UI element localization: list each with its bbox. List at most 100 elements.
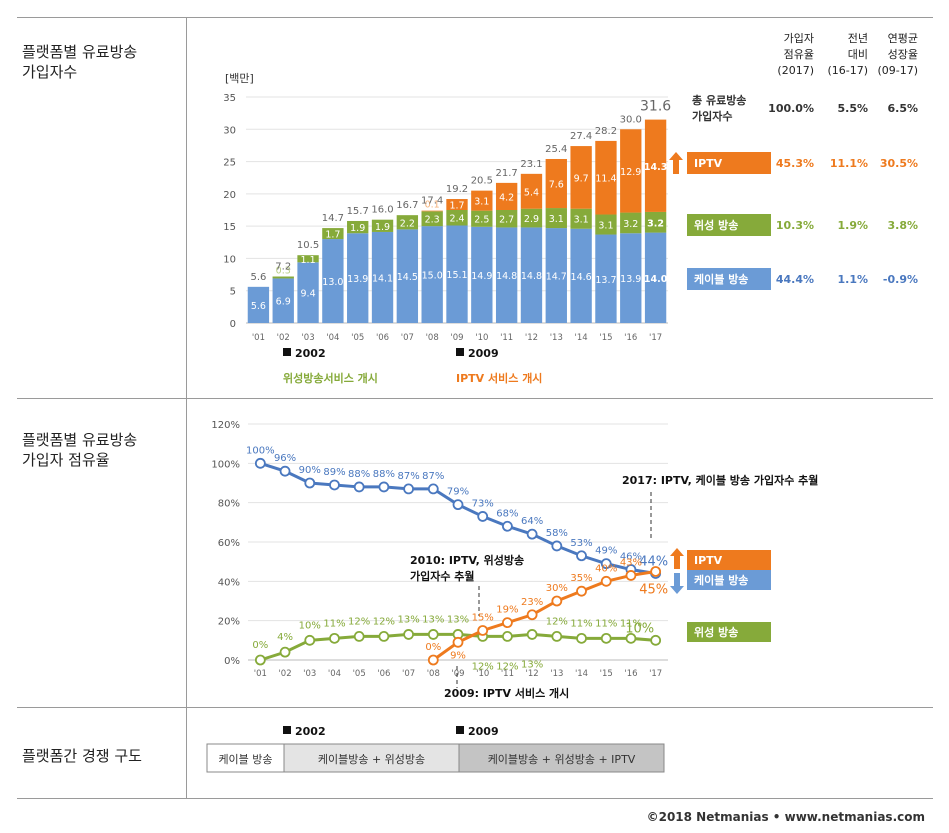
bar-value-label: 6.9 (276, 297, 291, 308)
unit-label: [백만] (225, 72, 254, 85)
bar-segment (545, 228, 567, 323)
bar-segment (644, 211, 667, 233)
bar-value-label: 3.1 (474, 197, 489, 208)
x-tick-label: '13 (550, 333, 563, 343)
bar-value-label: 7.6 (549, 180, 564, 191)
data-point (403, 629, 414, 640)
bar-segment (644, 119, 667, 212)
bar-value-label: 14.5 (397, 272, 418, 283)
x-tick-label: '12 (525, 333, 538, 343)
competition-structure: 2002 2009 케이블 방송 케이블방송 + 위성방송 케이블방송 + 위성방송 +… (206, 725, 665, 773)
bar-value-label: 2.9 (524, 214, 539, 225)
point-value-label: 49% (595, 546, 617, 557)
bar-value-label: 5.6 (251, 301, 266, 312)
row-label-subscribers: 플랫폼별 유료방송 가입자수 (22, 42, 137, 82)
x-tick-label: '17 (649, 669, 662, 679)
data-point (576, 550, 587, 562)
point-value-label: 13% (397, 614, 419, 625)
bar-segment (570, 228, 592, 323)
bar-value-label: 2.3 (425, 215, 440, 226)
data-point (551, 595, 563, 607)
table-cell: -0.9% (883, 273, 918, 286)
bar-segment (446, 199, 468, 210)
bar-total-label: 20.5 (471, 176, 493, 187)
x-tick-label: '14 (575, 669, 588, 679)
bar-value-label: 11.4 (595, 174, 616, 185)
bar-total-label: 21.7 (496, 168, 518, 179)
bar-value-label: 2.7 (499, 215, 514, 226)
bar-segment (396, 215, 419, 230)
row-label-line: 가입자 점유율 (22, 451, 110, 469)
bar-segment (446, 225, 468, 323)
data-point (502, 617, 513, 629)
point-value-label: 100% (246, 445, 275, 456)
point-value-label: 12% (472, 661, 494, 672)
bar-value-label: 14.3 (644, 162, 667, 173)
data-point (625, 570, 637, 581)
x-tick-label: '05 (353, 669, 366, 679)
x-tick-label: '15 (599, 333, 612, 343)
bar-total-label: 31.6 (640, 99, 671, 115)
data-point (526, 528, 538, 540)
point-value-label: 45% (639, 583, 668, 598)
competition-segment-label: 케이블방송 + 위성방송 (318, 753, 425, 766)
data-point (427, 654, 439, 666)
bottom-rule (17, 798, 933, 799)
x-tick-label: '04 (326, 333, 339, 343)
table-header: (2017) (777, 64, 814, 77)
table-cell: 3.8% (887, 219, 918, 232)
y-tick-label: 80% (218, 499, 240, 510)
point-value-label: 87% (397, 471, 419, 482)
table-header: 전년 (848, 32, 868, 45)
bar-segment (371, 219, 394, 232)
x-tick-label: '04 (328, 669, 341, 679)
legend-label: 위성 방송 (694, 625, 738, 639)
y-tick-label: 10 (223, 254, 236, 265)
point-value-label: 64% (521, 516, 543, 527)
point-value-label: 15% (472, 613, 494, 624)
row-label-competition: 플랫폼간 경쟁 구도 (22, 747, 142, 765)
point-value-label: 87% (422, 471, 444, 482)
bar-total-label: 14.7 (322, 213, 344, 224)
bar-segment (297, 262, 319, 323)
bar-value-label: 1.9 (350, 223, 365, 234)
bar-value-label: 9.7 (574, 173, 589, 184)
share-line-chart: 0% 20% 40% 60% 80% 100% 120% '01 '02 '03 '04 '05 '06… (211, 420, 818, 700)
x-tick-label: '10 (475, 333, 488, 343)
x-tick-label: '05 (351, 333, 364, 343)
data-point (551, 540, 563, 552)
bar-total-label: 10.5 (297, 240, 319, 251)
bar-value-label: 14.7 (546, 272, 567, 283)
point-value-label: 88% (348, 469, 370, 480)
bar-value-label: 12.9 (620, 167, 641, 178)
legend-swatch (687, 550, 771, 570)
data-point (650, 634, 662, 646)
x-tick-label: '08 (426, 333, 439, 343)
y-tick-label: 20 (223, 190, 236, 201)
bar-total-label: 27.4 (570, 131, 592, 142)
point-value-label: 23% (521, 597, 543, 608)
x-tick-label: '06 (376, 333, 389, 343)
data-point (427, 483, 439, 495)
row-label-share: 플랫폼별 유료방송 가입자 점유율 (22, 430, 137, 470)
bar-value-label: 2.4 (449, 214, 464, 225)
bar-total-label: 16.7 (396, 200, 418, 211)
table-cell: 10.3% (776, 219, 814, 232)
y-tick-label: 20% (218, 617, 240, 628)
bar-value-label: 9.4 (301, 289, 316, 300)
bar-total-label: 5.6 (250, 272, 266, 283)
point-value-label: 43% (620, 557, 642, 568)
point-value-label: 9% (450, 650, 466, 661)
point-value-label: 88% (373, 469, 395, 480)
point-value-label: 96% (274, 453, 296, 464)
bar-segment (495, 210, 518, 228)
bar-value-label: 13.9 (347, 274, 368, 285)
table-row-name: 케이블 방송 (694, 272, 748, 286)
bar-segment (322, 228, 344, 240)
bar-segment (595, 214, 617, 235)
point-value-label: 53% (570, 538, 592, 549)
bar-value-label: 1.7 (449, 201, 464, 212)
milestone-square-icon (283, 726, 291, 734)
x-tick-label: '06 (377, 669, 390, 679)
point-value-label: 11% (620, 618, 642, 629)
